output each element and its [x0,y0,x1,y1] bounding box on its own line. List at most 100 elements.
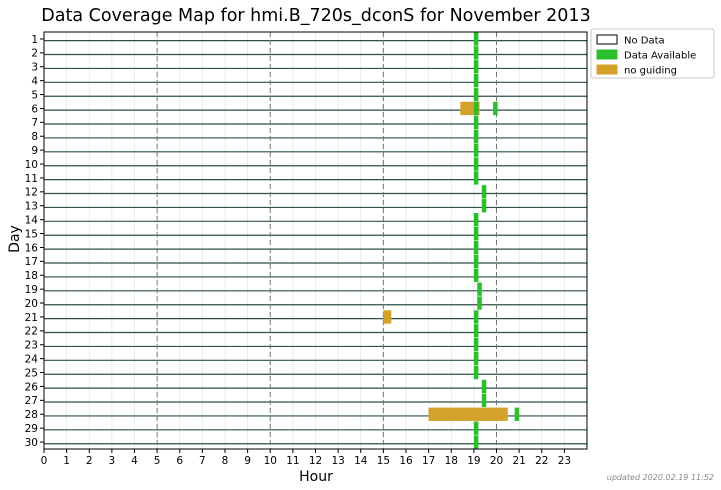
x-tick-label: 7 [199,455,206,467]
x-tick-label: 13 [331,455,344,467]
y-tick-label: 2 [31,48,38,60]
legend-swatch-no-data [596,34,618,45]
legend-swatch-data-available [596,49,618,60]
x-tick-label: 15 [377,455,390,467]
bar-data-available [473,338,479,352]
x-tick-label: 3 [109,455,116,467]
bar-no-guiding [383,310,392,324]
x-tick-label: 5 [154,455,161,467]
bar-data-available [473,226,479,241]
y-tick-label: 12 [25,187,38,199]
bar-data-available [473,351,479,366]
bar-data-available [477,296,482,310]
bar-data-available [473,157,479,171]
y-axis-label: Day [7,225,23,253]
bar-data-available [473,171,479,185]
x-tick-label: 23 [558,455,571,467]
updated-timestamp: updated 2020.02.19 11:52 [607,473,714,482]
y-tick-label: 16 [25,242,39,254]
x-tick-label: 20 [490,455,503,467]
bar-data-available [473,73,479,88]
bar-data-available [473,87,479,102]
x-tick-label: 16 [399,455,413,467]
bar-data-available [473,365,479,380]
x-tick-label: 4 [131,455,138,467]
y-tick-label: 28 [25,409,38,421]
x-tick-label: 6 [176,455,183,467]
x-tick-label: 12 [309,455,322,467]
bar-data-available [473,32,479,46]
legend-label-no-guiding: no guiding [624,66,677,77]
legend-box [590,28,715,79]
y-tick-label: 24 [25,353,39,365]
y-tick-label: 9 [31,145,38,157]
y-tick-label: 7 [31,117,38,129]
x-tick-label: 1 [63,455,70,467]
x-tick-label: 2 [86,455,93,467]
bar-data-available [473,46,479,60]
bar-data-available [493,101,498,116]
y-tick-label: 23 [25,340,38,352]
y-tick-label: 19 [25,284,38,296]
y-tick-label: 11 [25,173,38,185]
y-tick-label: 25 [25,367,38,379]
bar-data-available [473,101,479,116]
y-tick-label: 14 [25,214,39,226]
x-tick-label: 9 [244,455,251,467]
chart-title: Data Coverage Map for hmi.B_720s_dconS f… [41,6,590,26]
y-tick-label: 17 [25,256,38,268]
bar-data-available [473,60,479,74]
y-tick-label: 22 [25,326,38,338]
y-tick-label: 3 [31,62,38,74]
bar-data-available [473,143,479,157]
legend-label-data-available: Data Available [624,51,696,62]
y-tick-label: 20 [25,298,38,310]
x-tick-label: 18 [445,455,458,467]
y-tick-label: 4 [31,75,38,87]
bar-data-available [473,115,479,130]
y-tick-label: 27 [25,395,38,407]
bar-data-available [481,393,487,408]
y-tick-label: 26 [25,381,39,393]
x-tick-label: 22 [535,455,548,467]
y-tick-label: 18 [25,270,38,282]
y-tick-label: 29 [25,423,38,435]
x-tick-label: 21 [512,455,525,467]
x-tick-label: 19 [467,455,480,467]
y-tick-label: 15 [25,228,38,240]
bar-data-available [473,268,479,282]
bar-data-available [473,129,479,143]
legend-label-no-data: No Data [624,36,665,47]
y-tick-label: 13 [25,201,38,213]
bar-data-available [481,199,487,213]
bar-data-available [473,254,479,269]
grid-layer [44,32,587,449]
x-tick-label: 17 [422,455,435,467]
y-tick-label: 6 [31,103,38,115]
bar-data-available [473,324,479,338]
x-axis-label: Hour [299,469,333,485]
x-tick-label: 10 [264,455,277,467]
y-tick-label: 21 [25,312,38,324]
x-tick-label: 0 [41,455,48,467]
bar-data-available [514,407,520,421]
bar-no-guiding [428,407,508,421]
bar-data-available [473,212,479,227]
y-tick-label: 8 [31,131,38,143]
bar-data-available [481,379,487,394]
bar-data-available [477,282,482,296]
y-tick-label: 1 [31,34,38,46]
y-tick-label: 5 [31,89,38,101]
bars-layer [383,32,520,449]
x-tick-label: 11 [286,455,299,467]
bar-data-available [473,421,479,435]
bar-data-available [473,435,479,449]
legend: No Data Data Available no guiding [590,28,715,79]
y-tick-label: 10 [25,159,38,171]
axes-layer: 0 1 2 3 4 5 6 7 8 9 10 11 12 13 14 15 16 17 18 19 20 21 22 2312… [25,31,588,467]
bar-data-available [473,240,479,255]
bar-data-available [481,185,487,199]
bar-data-available [473,310,479,324]
legend-swatch-no-guiding [596,64,618,75]
